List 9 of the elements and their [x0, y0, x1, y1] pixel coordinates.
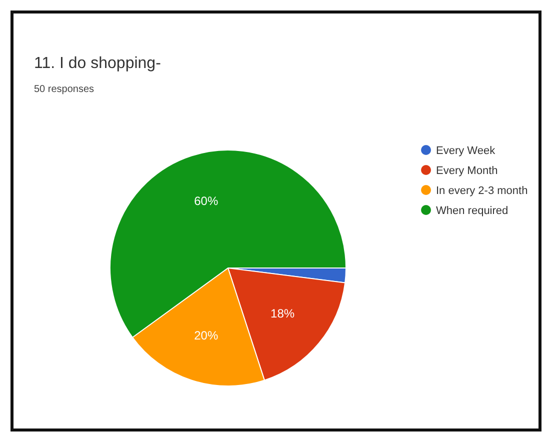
- legend-label: Every Week: [436, 144, 496, 157]
- legend-label: In every 2-3 month: [436, 184, 528, 197]
- legend-label: Every Month: [436, 164, 498, 177]
- chart-title: 11. I do shopping-: [34, 55, 161, 72]
- data-label: 20%: [194, 328, 218, 343]
- chart-subtitle: 50 responses: [34, 84, 94, 95]
- data-label: 60%: [194, 194, 218, 208]
- data-label: 18%: [270, 306, 295, 320]
- legend-label: When required: [436, 204, 508, 217]
